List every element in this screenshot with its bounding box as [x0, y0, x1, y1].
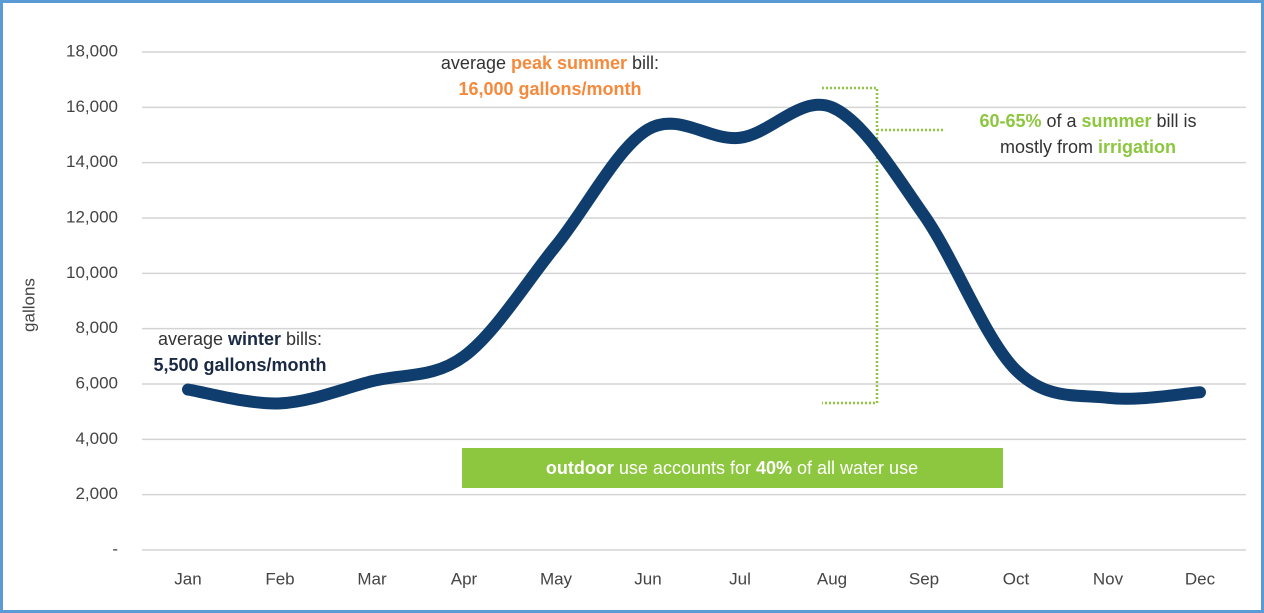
- note-part: 60-65%: [979, 111, 1041, 131]
- line: [182, 98, 1206, 410]
- summer-note: average peak summer bill:: [441, 53, 659, 73]
- note-part: bill is: [1152, 111, 1197, 131]
- y-tick-label: 2,000: [75, 484, 118, 503]
- note-part: average: [158, 329, 228, 349]
- y-tick-label: 18,000: [66, 41, 118, 60]
- note-part: winter: [227, 329, 281, 349]
- x-tick-label: Jul: [729, 569, 751, 588]
- x-tick-label: May: [540, 569, 573, 588]
- y-tick-label: 12,000: [66, 207, 118, 226]
- summer-note: 16,000 gallons/month: [458, 79, 641, 99]
- x-tick-label: Sep: [909, 569, 939, 588]
- note-part: of a: [1041, 111, 1081, 131]
- y-tick-label: 14,000: [66, 152, 118, 171]
- irrigation-note: mostly from irrigation: [1000, 137, 1176, 157]
- note-part: peak summer: [511, 53, 627, 73]
- outdoor-box: [462, 448, 1003, 488]
- y-tick-label: 4,000: [75, 429, 118, 448]
- y-tick-label: 6,000: [75, 373, 118, 392]
- winter-note: average winter bills:: [158, 329, 322, 349]
- note-part: average: [441, 53, 511, 73]
- y-axis-label: gallons: [19, 278, 38, 332]
- x-tick-label: Aug: [817, 569, 847, 588]
- irrigation-note: 60-65% of a summer bill is: [979, 111, 1196, 131]
- y-tick-label: 8,000: [75, 318, 118, 337]
- note-part: outdoor: [546, 458, 614, 478]
- note-part: bill:: [627, 53, 659, 73]
- note-part: bills:: [281, 329, 322, 349]
- x-tick-label: Oct: [1003, 569, 1030, 588]
- x-tick-label: Apr: [451, 569, 478, 588]
- x-tick-label: Nov: [1093, 569, 1124, 588]
- bracket: [822, 86, 945, 405]
- y-tick-label: 16,000: [66, 97, 118, 116]
- note-part: of all water use: [792, 458, 918, 478]
- y-tick-label: 10,000: [66, 263, 118, 282]
- y-tick-label: -: [112, 539, 118, 558]
- note-part: use accounts for: [614, 458, 756, 478]
- winter-note: 5,500 gallons/month: [153, 355, 326, 375]
- x-tick-label: Jan: [174, 569, 201, 588]
- note-part: irrigation: [1098, 137, 1176, 157]
- x-tick-label: Jun: [634, 569, 661, 588]
- note-part: summer: [1082, 111, 1152, 131]
- x-tick-label: Dec: [1185, 569, 1216, 588]
- note-part: mostly from: [1000, 137, 1098, 157]
- x-tick-label: Mar: [357, 569, 387, 588]
- note-part: 40%: [756, 458, 792, 478]
- outdoor-note: outdoor use accounts for 40% of all wate…: [546, 458, 918, 478]
- x-tick-label: Feb: [265, 569, 294, 588]
